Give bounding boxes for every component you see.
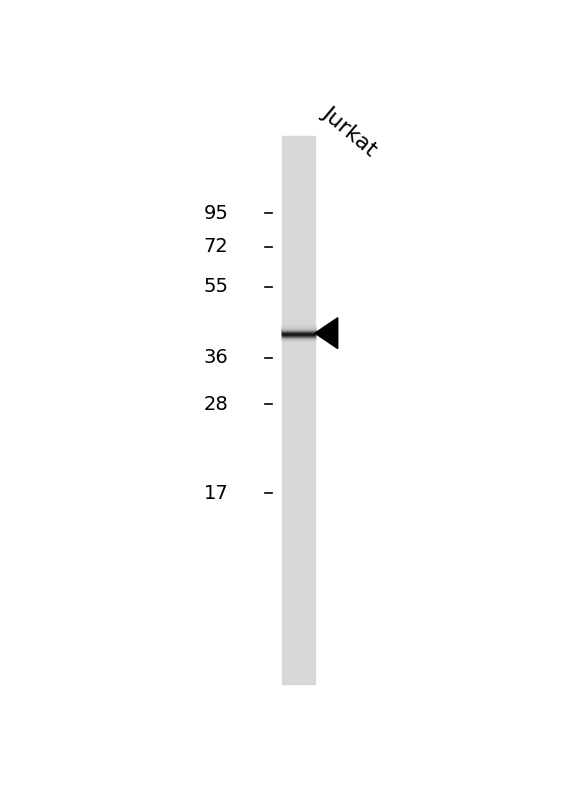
Text: 17: 17 <box>203 484 228 503</box>
Polygon shape <box>315 318 338 349</box>
Text: 95: 95 <box>203 203 228 222</box>
Bar <box>282 136 315 684</box>
Text: 36: 36 <box>203 348 228 367</box>
Text: 28: 28 <box>203 394 228 414</box>
Text: 55: 55 <box>203 278 228 297</box>
Text: Jurkat: Jurkat <box>318 102 380 159</box>
Text: 72: 72 <box>203 238 228 257</box>
